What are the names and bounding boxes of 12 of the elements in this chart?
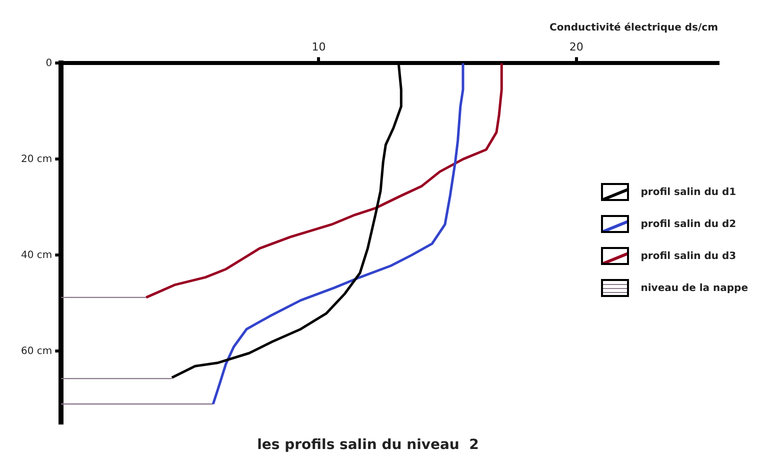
legend-label: profil salin du d3 [640,250,736,262]
y-tick-label: 40 cm [20,250,52,261]
y-tick-label: 20 cm [20,154,52,165]
legend-label: profil salin du d1 [640,186,736,198]
x-axis-title: Conductivité électrique ds/cm [550,22,718,34]
x-tick-label: 10 [312,40,326,54]
y-tick-label: 0 [46,58,52,69]
legend-label: niveau de la nappe [640,282,748,294]
x-tick-label: 20 [569,40,584,54]
text: les profils salin du niveau 2 [257,437,479,454]
y-tick-label: 60 cm [20,346,52,357]
legend-label: profil salin du d2 [640,218,736,230]
